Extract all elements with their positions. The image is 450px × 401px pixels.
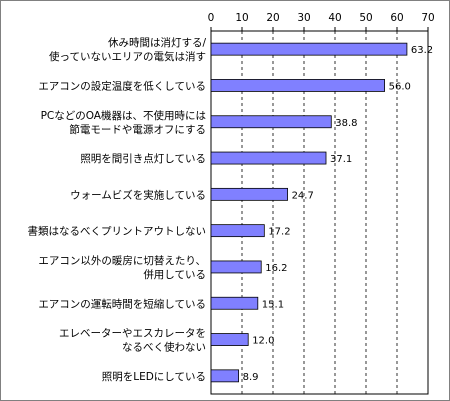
data-label: 37.1 <box>330 154 352 165</box>
bar <box>210 260 262 274</box>
category-label: エアコンの運転時間を短縮している <box>38 297 206 310</box>
x-tick-label: 50 <box>359 12 372 24</box>
data-label: 38.8 <box>335 118 357 129</box>
category-label: 書類はなるべくプリントアウトしない <box>28 225 207 238</box>
category-label: 休み時間は消灯する/使っていないエリアの電気は消す <box>49 36 206 63</box>
x-tick-label: 10 <box>235 12 248 24</box>
bar <box>210 115 332 129</box>
category-label: 照明を間引き点灯している <box>80 152 206 165</box>
data-label: 17.2 <box>268 227 290 238</box>
x-tick-label: 0 <box>208 12 215 24</box>
bar <box>210 151 327 165</box>
data-label: 24.7 <box>292 190 314 201</box>
data-label: 12.0 <box>252 336 274 347</box>
data-label: 8.9 <box>243 372 259 383</box>
bar <box>210 187 288 201</box>
category-label: PCなどのOA機器は、不使用時には節電モードや電源オフにする <box>41 109 206 136</box>
data-label: 63.2 <box>411 45 433 56</box>
category-label: エレベーターやエスカレータをなるべく使わない <box>59 328 206 354</box>
bar <box>210 79 386 92</box>
data-label: 56.0 <box>389 81 411 92</box>
bar <box>210 369 239 383</box>
x-tick-label: 60 <box>390 12 403 24</box>
x-tick-label: 20 <box>266 12 279 24</box>
x-tick-label: 30 <box>297 12 310 24</box>
bar <box>210 296 259 310</box>
data-label: 15.1 <box>262 299 284 310</box>
plot-area <box>210 30 429 395</box>
category-label: 照明をLEDにしている <box>102 371 206 383</box>
bar <box>210 42 408 56</box>
category-label: エアコンの設定温度を低くしている <box>38 79 206 92</box>
x-tick-label: 70 <box>421 12 434 24</box>
category-label: エアコン以外の暖房に切替えたり、併用している <box>38 254 206 281</box>
x-tick-label: 40 <box>328 12 341 24</box>
data-label: 16.2 <box>265 263 287 274</box>
bar <box>210 224 265 238</box>
bar <box>210 333 249 346</box>
category-label: ウォームビズを実施している <box>70 188 206 201</box>
